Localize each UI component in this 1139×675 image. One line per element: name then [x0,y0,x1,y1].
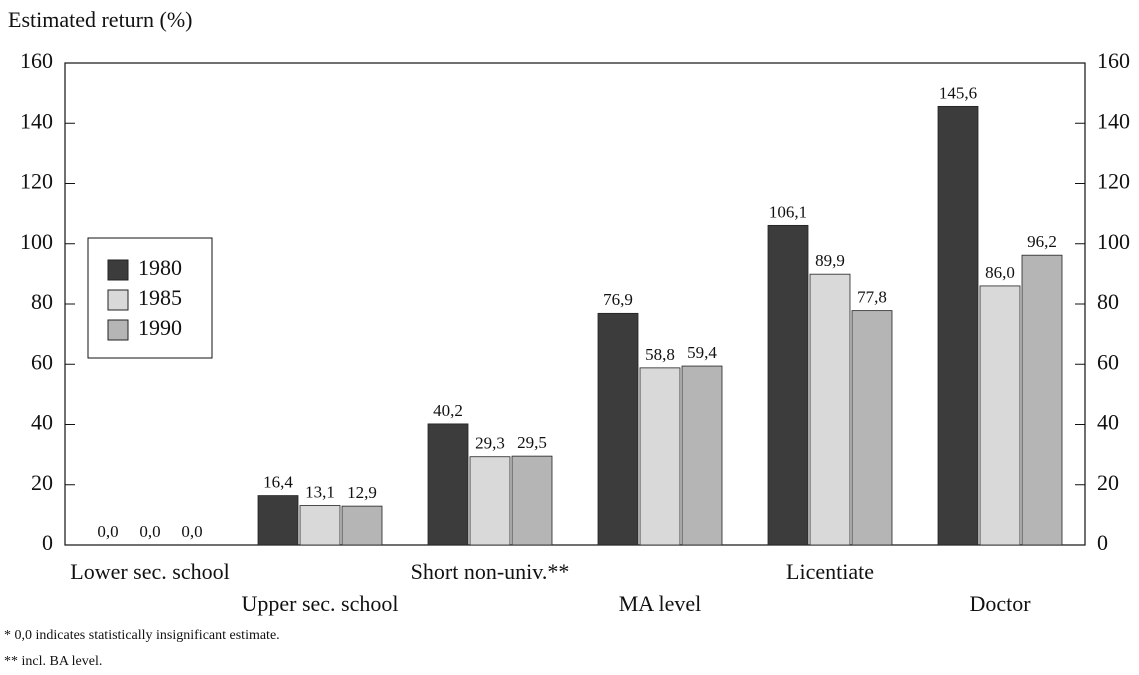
value-label: 0,0 [181,522,202,541]
legend-label: 1980 [138,255,182,280]
value-label: 29,3 [475,434,505,453]
y-axis-label: Estimated return (%) [8,7,193,32]
bar [427,423,469,546]
value-label: 0,0 [97,522,118,541]
footnote: * 0,0 indicates statistically insignific… [4,628,280,643]
legend-swatch [107,289,129,311]
y-tick-label: 60 [31,349,53,374]
x-tick-label: Short non-univ.** [411,559,570,584]
value-label: 89,9 [815,251,845,270]
bar [767,224,809,546]
value-label: 13,1 [305,482,335,501]
value-label: 16,4 [263,473,293,492]
y2-tick-label: 0 [1097,530,1108,555]
y2-tick-label: 120 [1097,169,1130,194]
x-tick-label: MA level [619,591,702,616]
value-label: 58,8 [645,345,675,364]
y-tick-label: 20 [31,470,53,495]
value-label: 86,0 [985,263,1015,282]
value-label: 106,1 [769,202,807,221]
legend-swatch [107,319,129,341]
bar [511,455,553,546]
y2-tick-label: 20 [1097,470,1119,495]
value-label: 145,6 [939,83,977,102]
x-tick-label: Lower sec. school [70,559,229,584]
bar [809,273,851,546]
y2-tick-label: 60 [1097,349,1119,374]
bar [341,505,383,546]
x-tick-label: Licentiate [786,559,874,584]
bar [257,495,299,546]
y-tick-label: 0 [42,530,53,555]
bar [639,367,681,546]
value-label: 40,2 [433,401,463,420]
y2-tick-label: 40 [1097,410,1119,435]
y-tick-label: 100 [20,229,53,254]
bar [979,285,1021,546]
y-tick-label: 80 [31,289,53,314]
bar [937,105,979,546]
y2-tick-label: 100 [1097,229,1130,254]
plot-frame [64,62,1086,546]
y-tick-label: 120 [20,169,53,194]
bar [681,365,723,546]
value-label: 0,0 [139,522,160,541]
y-tick-label: 40 [31,410,53,435]
legend-swatch [107,259,129,281]
value-label: 77,8 [857,288,887,307]
bar [1021,254,1063,546]
bar [469,456,511,546]
value-label: 96,2 [1027,232,1057,251]
legend-label: 1985 [138,285,182,310]
x-tick-label: Upper sec. school [241,591,398,616]
x-tick-label: Doctor [969,591,1031,616]
value-label: 12,9 [347,483,377,502]
y-tick-label: 160 [20,48,53,73]
legend-label: 1990 [138,315,182,340]
value-label: 76,9 [603,290,633,309]
footnote: ** incl. BA level. [4,654,102,669]
bar [597,312,639,546]
value-label: 29,5 [517,433,547,452]
y2-tick-label: 140 [1097,108,1130,133]
y-tick-label: 140 [20,108,53,133]
value-label: 59,4 [687,343,717,362]
bar [299,505,341,546]
y2-tick-label: 160 [1097,48,1130,73]
bar [851,310,893,546]
y2-tick-label: 80 [1097,289,1119,314]
